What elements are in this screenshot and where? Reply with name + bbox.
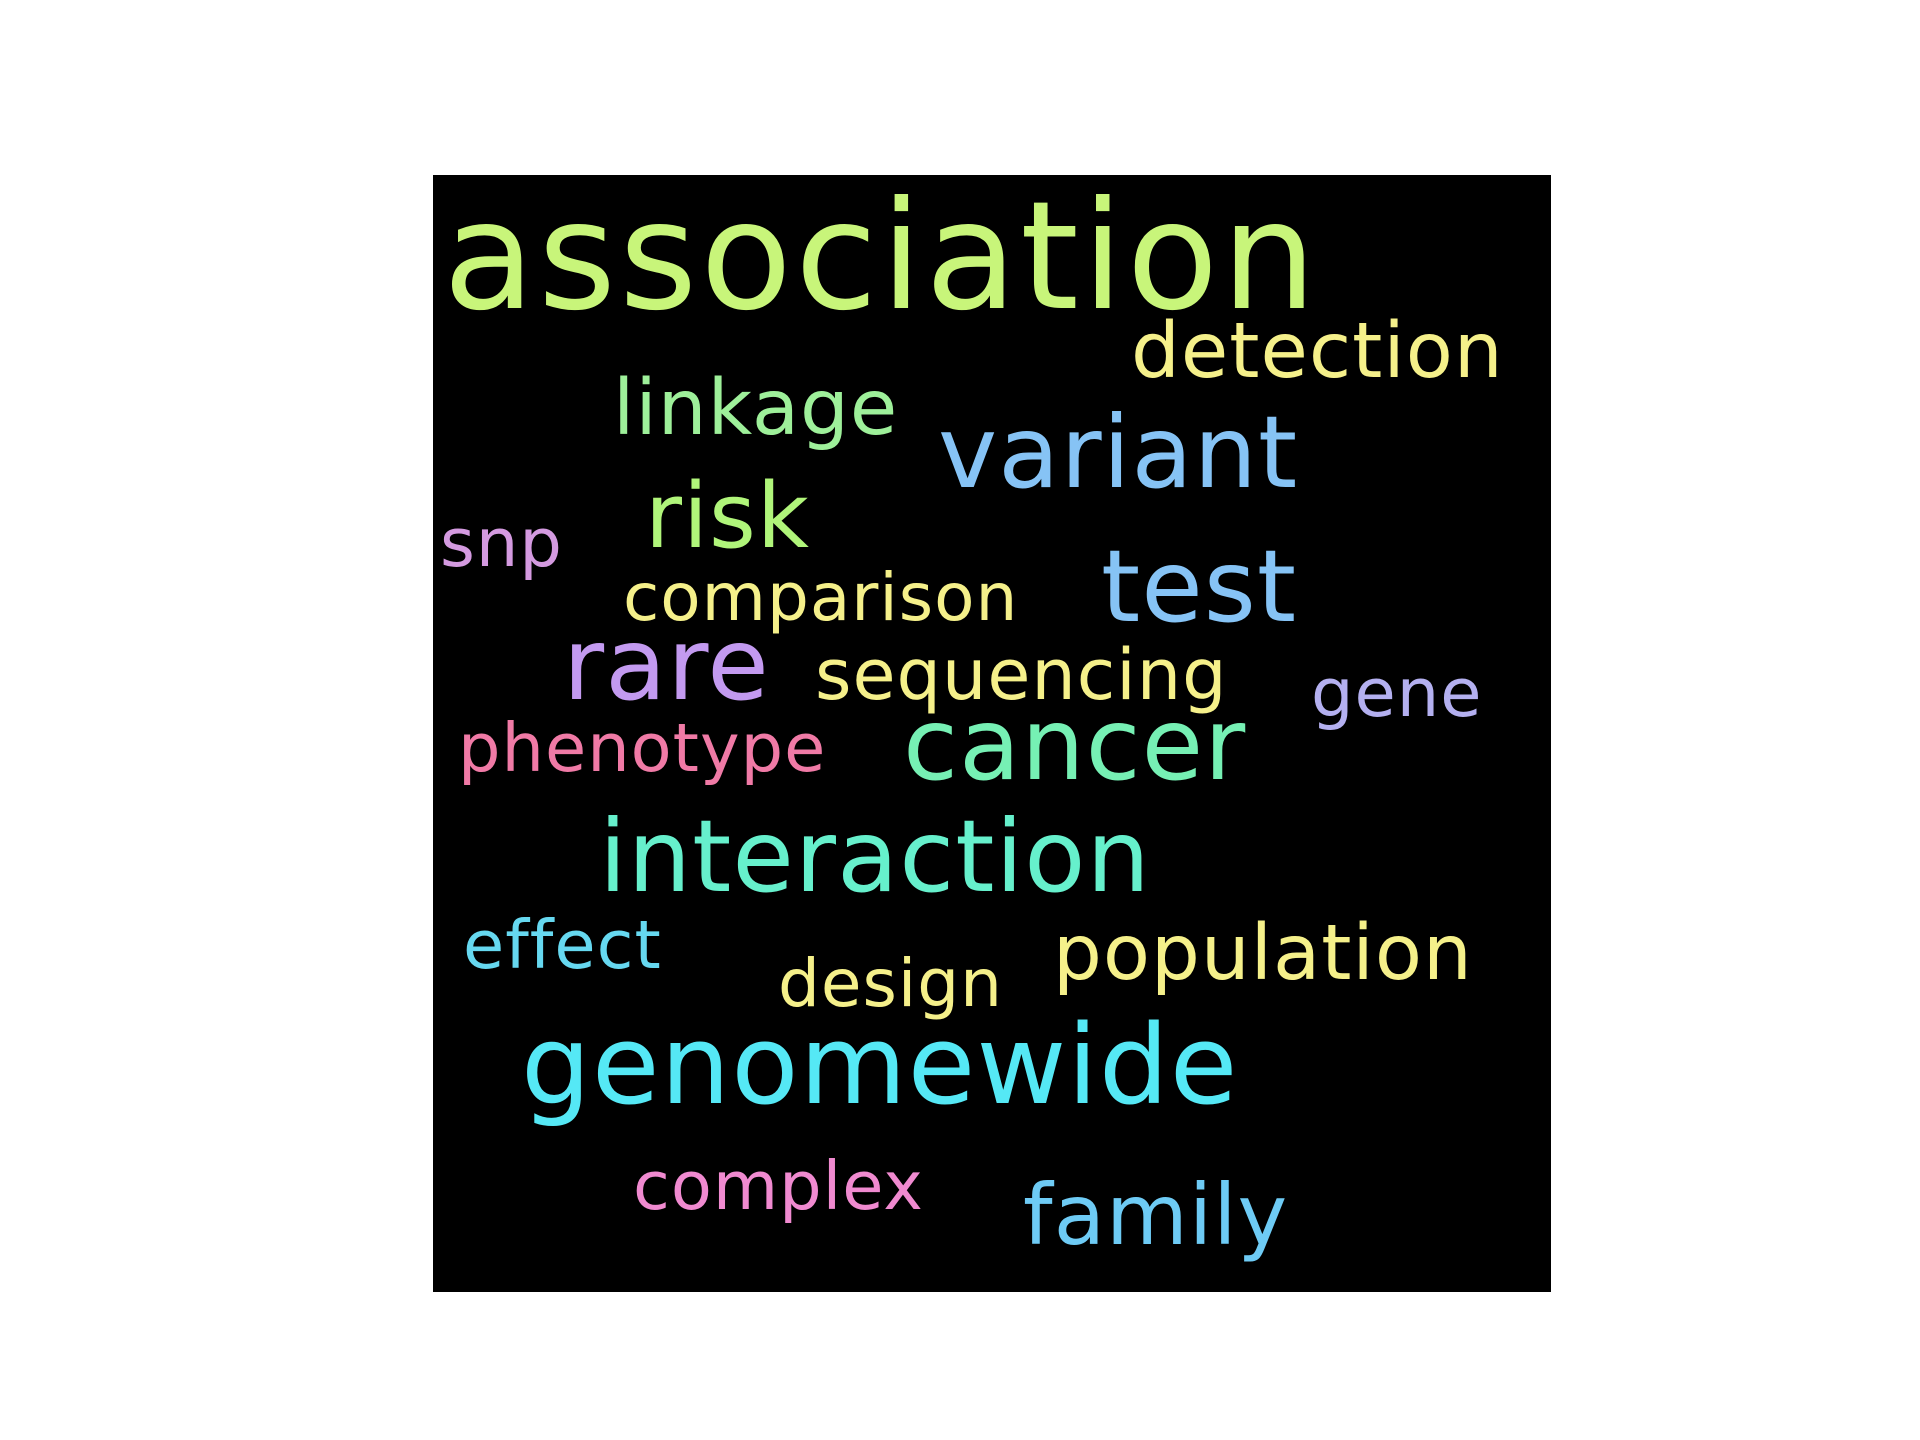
word-association: association — [443, 175, 1320, 344]
word-cancer: cancer — [903, 686, 1247, 803]
word-interaction: interaction — [599, 798, 1151, 915]
word-linkage: linkage — [613, 364, 899, 453]
word-snp: snp — [440, 504, 563, 582]
word-rare: rare — [563, 606, 770, 723]
word-effect: effect — [463, 906, 662, 984]
word-population: population — [1053, 909, 1473, 998]
word-variant: variant — [938, 394, 1299, 511]
word-design: design — [778, 945, 1003, 1022]
word-family: family — [1023, 1166, 1289, 1264]
word-sequencing: sequencing — [815, 634, 1228, 716]
word-detection: detection — [1131, 307, 1504, 396]
word-complex: complex — [633, 1147, 924, 1225]
word-test: test — [1101, 528, 1298, 645]
word-comparison: comparison — [623, 559, 1019, 636]
word-cloud: association detection linkage variant risk sn… — [433, 175, 1551, 1292]
word-risk: risk — [645, 464, 811, 569]
word-gene: gene — [1311, 654, 1483, 732]
word-genomewide: genomewide — [521, 1001, 1239, 1129]
word-phenotype: phenotype — [458, 709, 827, 787]
